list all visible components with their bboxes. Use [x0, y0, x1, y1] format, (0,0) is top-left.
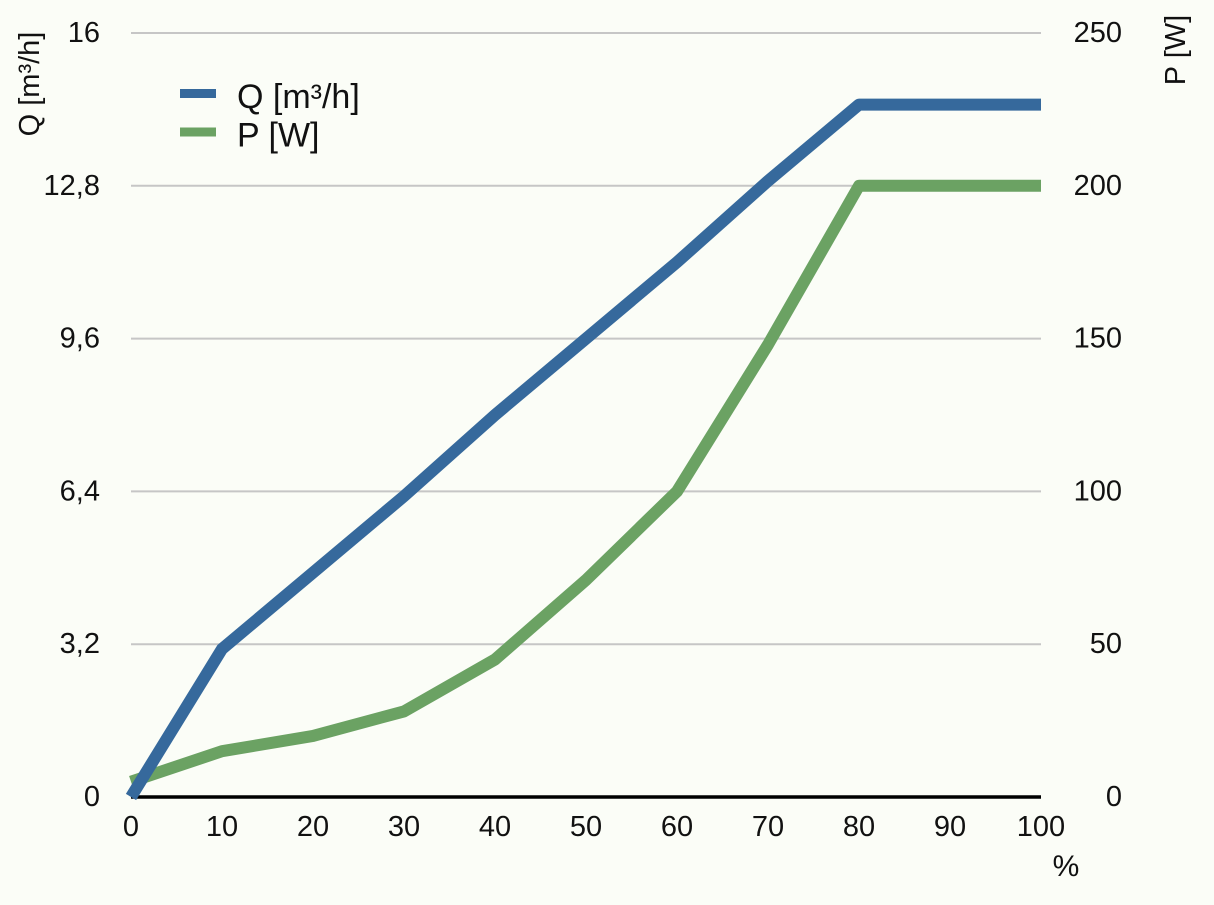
legend-swatch-p-icon — [180, 127, 216, 137]
left-axis-tick-label: 16 — [68, 17, 100, 49]
left-axis-tick-label: 9,6 — [60, 323, 100, 355]
right-axis-tick-label: 150 — [1074, 323, 1122, 355]
left-axis-tick-label: 6,4 — [60, 475, 100, 507]
x-axis-tick-label: 10 — [206, 811, 238, 843]
left-axis-title: Q [m³/h] — [14, 32, 46, 137]
tick-labels-layer: 0 3,2 6,4 9,6 12,8 16 0 50 100 150 200 250 0 10 20 30 40… — [44, 17, 1122, 843]
x-axis-tick-label: 0 — [123, 811, 139, 843]
right-axis-tick-label: 100 — [1074, 475, 1122, 507]
x-axis-tick-label: 100 — [1017, 811, 1065, 843]
left-axis-tick-label: 0 — [84, 781, 100, 813]
x-axis-tick-label: 20 — [297, 811, 329, 843]
right-axis-title: P [W] — [1160, 15, 1192, 85]
legend-swatch-q-icon — [180, 89, 216, 98]
q-series-line — [125, 98, 1041, 801]
right-axis-tick-label: 0 — [1106, 781, 1122, 813]
x-axis-tick-label: 40 — [479, 811, 511, 843]
x-axis-tick-label: 80 — [843, 811, 875, 843]
x-axis-tick-label: 50 — [570, 811, 602, 843]
x-axis-tick-label: 60 — [661, 811, 693, 843]
left-axis-tick-label: 3,2 — [60, 628, 100, 660]
left-axis-tick-label: 12,8 — [44, 170, 100, 202]
right-axis-tick-label: 50 — [1090, 628, 1122, 660]
right-axis-tick-label: 200 — [1074, 170, 1122, 202]
x-axis-tick-label: 70 — [752, 811, 784, 843]
right-axis-tick-label: 250 — [1074, 17, 1122, 49]
x-axis-tick-label: 30 — [388, 811, 420, 843]
series-layer — [125, 98, 1041, 801]
legend-label-q: Q [m³/h] — [237, 78, 360, 116]
x-axis-tick-label: 90 — [934, 811, 966, 843]
legend-label-p: P [W] — [237, 117, 320, 155]
p-series-line — [129, 179, 1041, 788]
legend: Q [m³/h] P [W] — [180, 78, 360, 155]
x-axis-unit-label: % — [1053, 850, 1080, 883]
